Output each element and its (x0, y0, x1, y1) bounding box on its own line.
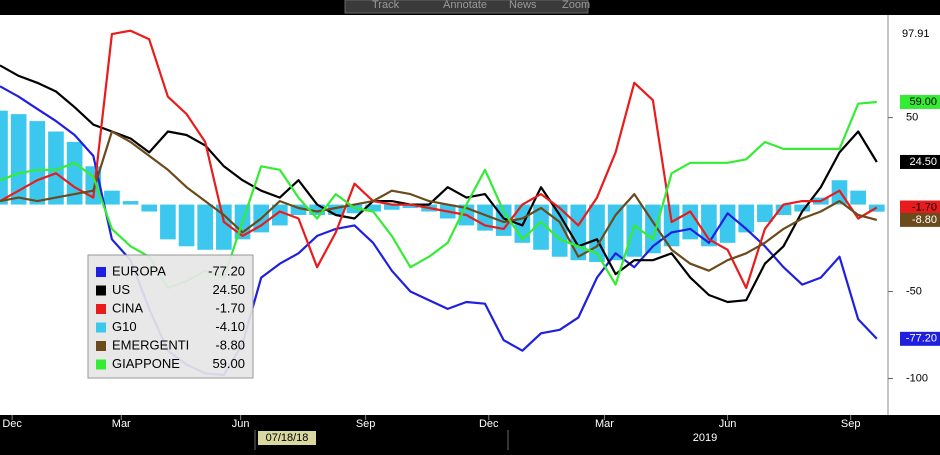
toolbar-buttons: Track Annotate News Zoom (372, 0, 590, 11)
last-value-label: -77.20 (906, 333, 937, 345)
bar (626, 204, 643, 257)
last-value-label: 24.50 (909, 156, 937, 168)
legend-swatch (96, 359, 106, 370)
bar (29, 121, 46, 205)
bar (160, 204, 176, 240)
last-value-box (900, 154, 940, 169)
x-tick-label: Dec (2, 418, 22, 430)
bar (48, 131, 64, 205)
legend-name: G10 (112, 319, 137, 334)
legend-swatch (96, 267, 106, 277)
bar (402, 204, 419, 209)
bar (775, 204, 792, 215)
legend-name: CINA (112, 300, 143, 315)
legend-value: 59.00 (212, 356, 245, 371)
x-tick-label: Jun (719, 418, 737, 430)
cursor-date-box (258, 431, 316, 445)
bar (290, 204, 307, 215)
bar (309, 204, 325, 215)
last-value-box (900, 331, 940, 346)
bar (271, 204, 288, 226)
cursor-date: 07/18/18 (266, 432, 309, 444)
x-tick-label: Jun (232, 418, 250, 430)
bar (216, 204, 232, 250)
toolbar-button[interactable]: Track (372, 0, 400, 11)
bar (607, 204, 624, 261)
bar (719, 204, 736, 243)
last-value-label: -1.70 (912, 201, 937, 213)
toolbar-button[interactable]: News (509, 0, 537, 11)
series-line (0, 29, 878, 290)
legend-value: -4.10 (215, 319, 245, 334)
bar (850, 190, 866, 205)
x-tick-label: Mar (595, 418, 614, 430)
bar (197, 204, 214, 250)
bar (570, 204, 587, 261)
bar (533, 204, 549, 250)
bar (383, 204, 400, 210)
legend-swatch (96, 304, 106, 314)
legend: EUROPA -77.20 US 24.50 CINA -1.70 G10 -4.10 EMER… (87, 254, 254, 379)
legend-swatch (96, 285, 106, 296)
bar (551, 204, 568, 257)
y-tick-label: -50 (906, 285, 922, 297)
legend-value: -77.20 (208, 263, 245, 278)
series-line (0, 130, 878, 272)
bar (757, 204, 773, 222)
legend-name: GIAPPONE (112, 356, 180, 371)
last-value-box (900, 94, 940, 109)
legend-value: -8.80 (215, 337, 245, 352)
series-line (0, 64, 878, 304)
bar (178, 204, 195, 247)
legend-name: EMERGENTI (112, 337, 189, 352)
bar (122, 201, 139, 205)
legend-box (87, 254, 254, 379)
legend-swatch (96, 341, 106, 351)
x-tick-label: Mar (112, 418, 131, 430)
bar (0, 110, 8, 205)
bar (327, 204, 344, 215)
y-tick-label: -100 (906, 372, 928, 384)
last-value-box (900, 212, 940, 227)
year-label: 2019 (693, 432, 717, 444)
legend-value: -1.70 (215, 300, 245, 315)
bar (10, 114, 27, 205)
last-value-label: 59.00 (909, 96, 937, 108)
x-tick-label: Dec (479, 418, 499, 430)
top-value: 97.91 (902, 28, 930, 40)
legend-name: EUROPA (112, 263, 166, 278)
legend-name: US (112, 282, 130, 297)
toolbar-button[interactable]: Zoom (562, 0, 590, 11)
bar (365, 204, 381, 212)
legend-swatch (96, 322, 106, 333)
last-value-box (900, 200, 940, 215)
bar (104, 190, 120, 205)
axis-layer: -100 -50 50 97.91 Dec Mar Jun Sep Dec Mar Jun Sep -7… (2, 28, 940, 430)
bar (141, 204, 158, 212)
toolbar (344, 0, 589, 14)
x-tick-label: Sep (841, 418, 861, 430)
y-tick-label: 50 (906, 112, 918, 124)
toolbar-button[interactable]: Annotate (443, 0, 487, 11)
legend-value: 24.50 (212, 282, 245, 297)
x-tick-label: Sep (356, 418, 376, 430)
bar (794, 204, 811, 212)
last-value-label: -8.80 (912, 214, 937, 226)
